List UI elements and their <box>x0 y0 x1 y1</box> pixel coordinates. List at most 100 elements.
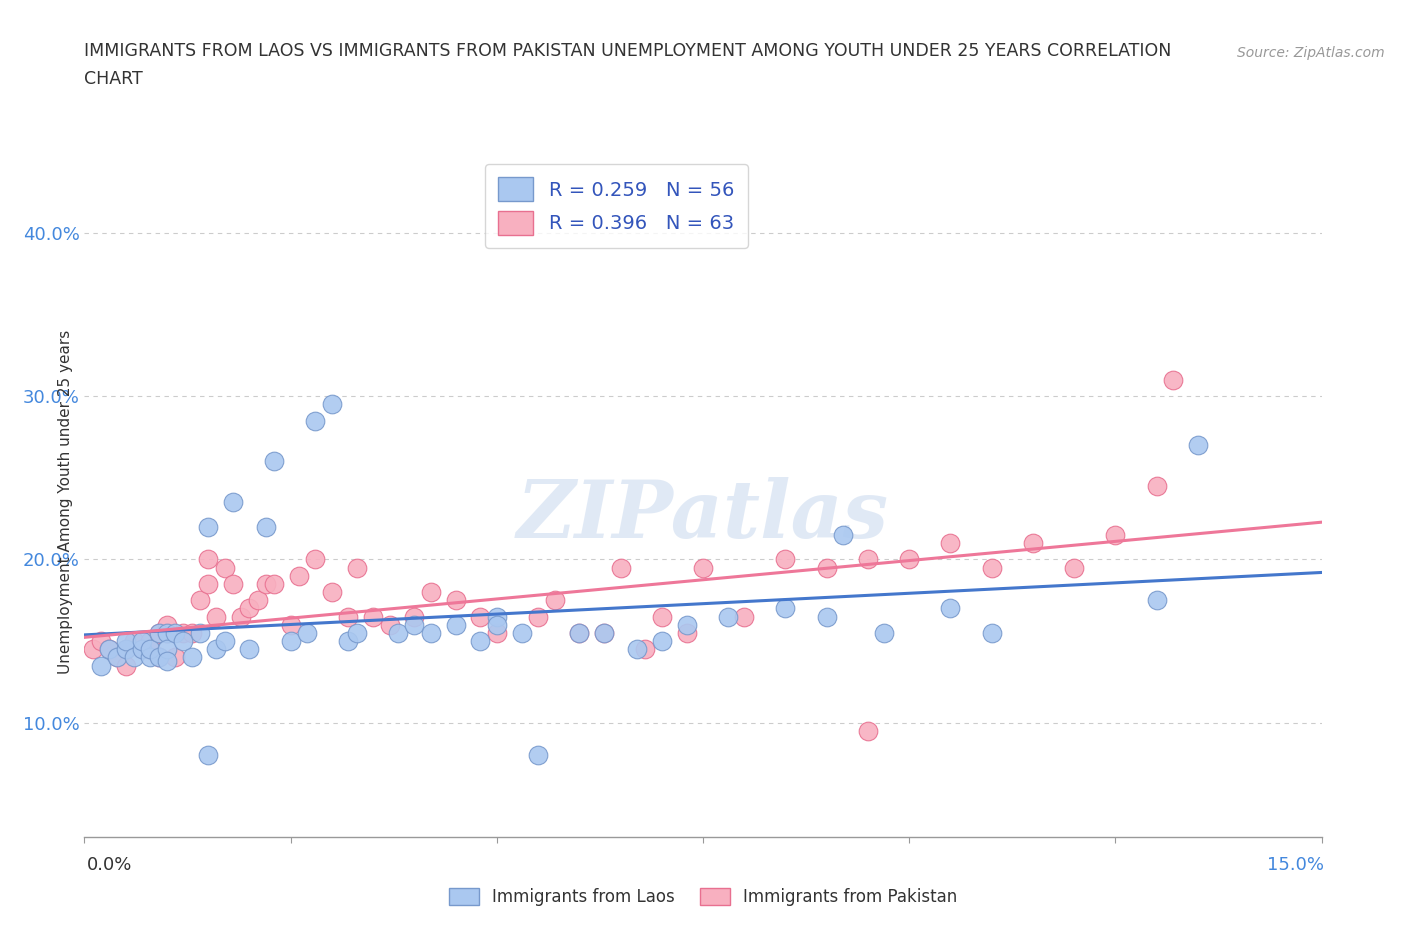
Point <box>527 609 550 624</box>
Point <box>105 650 128 665</box>
Point <box>832 527 855 542</box>
Point <box>90 658 112 673</box>
Point <box>675 618 697 632</box>
Text: 0.0%: 0.0% <box>87 856 132 873</box>
Point <box>337 633 360 648</box>
Point <box>114 642 136 657</box>
Point <box>1187 438 1209 453</box>
Point <box>90 633 112 648</box>
Point <box>485 609 508 624</box>
Point <box>815 560 838 575</box>
Point <box>222 495 245 510</box>
Point <box>288 568 311 583</box>
Point <box>263 577 285 591</box>
Point <box>980 560 1002 575</box>
Point <box>114 633 136 648</box>
Point <box>148 625 170 640</box>
Point <box>634 642 657 657</box>
Point <box>939 536 962 551</box>
Point <box>361 609 384 624</box>
Point <box>419 585 441 600</box>
Point <box>939 601 962 616</box>
Point <box>651 633 673 648</box>
Point <box>543 592 565 607</box>
Point <box>238 601 260 616</box>
Text: 15.0%: 15.0% <box>1267 856 1324 873</box>
Point <box>1063 560 1085 575</box>
Point <box>238 642 260 657</box>
Point <box>148 650 170 665</box>
Point <box>114 658 136 673</box>
Point <box>717 609 740 624</box>
Point <box>280 633 302 648</box>
Point <box>180 625 202 640</box>
Point <box>131 633 153 648</box>
Point <box>733 609 755 624</box>
Point <box>609 560 631 575</box>
Point <box>527 748 550 763</box>
Point <box>131 642 153 657</box>
Point <box>304 551 326 566</box>
Point <box>337 609 360 624</box>
Point <box>419 625 441 640</box>
Point <box>197 577 219 591</box>
Point <box>131 642 153 657</box>
Point <box>139 642 162 657</box>
Point <box>172 633 194 648</box>
Point <box>470 609 492 624</box>
Point <box>404 609 426 624</box>
Y-axis label: Unemployment Among Youth under 25 years: Unemployment Among Youth under 25 years <box>58 330 73 674</box>
Point <box>321 397 343 412</box>
Point <box>188 625 211 640</box>
Point <box>205 642 228 657</box>
Text: CHART: CHART <box>84 71 143 88</box>
Point <box>444 592 467 607</box>
Point <box>214 633 236 648</box>
Point <box>692 560 714 575</box>
Point <box>165 650 187 665</box>
Point <box>222 577 245 591</box>
Point <box>139 650 162 665</box>
Point <box>856 551 879 566</box>
Point <box>304 413 326 428</box>
Point <box>295 625 318 640</box>
Point <box>156 625 179 640</box>
Point <box>873 625 896 640</box>
Legend: R = 0.259   N = 56, R = 0.396   N = 63: R = 0.259 N = 56, R = 0.396 N = 63 <box>485 164 748 248</box>
Point <box>139 642 162 657</box>
Point <box>775 601 797 616</box>
Legend: Immigrants from Laos, Immigrants from Pakistan: Immigrants from Laos, Immigrants from Pa… <box>441 881 965 912</box>
Point <box>485 625 508 640</box>
Point <box>98 642 121 657</box>
Point <box>815 609 838 624</box>
Point <box>346 560 368 575</box>
Point <box>156 625 179 640</box>
Text: IMMIGRANTS FROM LAOS VS IMMIGRANTS FROM PAKISTAN UNEMPLOYMENT AMONG YOUTH UNDER : IMMIGRANTS FROM LAOS VS IMMIGRANTS FROM … <box>84 43 1171 60</box>
Point <box>229 609 252 624</box>
Point <box>148 650 170 665</box>
Point <box>165 625 187 640</box>
Point <box>593 625 616 640</box>
Point <box>254 577 277 591</box>
Point <box>593 625 616 640</box>
Text: ZIPatlas: ZIPatlas <box>517 477 889 554</box>
Point <box>188 592 211 607</box>
Point <box>172 625 194 640</box>
Point <box>263 454 285 469</box>
Point <box>197 748 219 763</box>
Point <box>114 642 136 657</box>
Point <box>626 642 648 657</box>
Point <box>775 551 797 566</box>
Point <box>1146 592 1168 607</box>
Point <box>122 633 145 648</box>
Point <box>675 625 697 640</box>
Point <box>205 609 228 624</box>
Point <box>156 618 179 632</box>
Point <box>1161 372 1184 387</box>
Point <box>82 642 104 657</box>
Point <box>1146 478 1168 493</box>
Point <box>156 653 179 668</box>
Point <box>246 592 269 607</box>
Point <box>856 724 879 738</box>
Point <box>98 642 121 657</box>
